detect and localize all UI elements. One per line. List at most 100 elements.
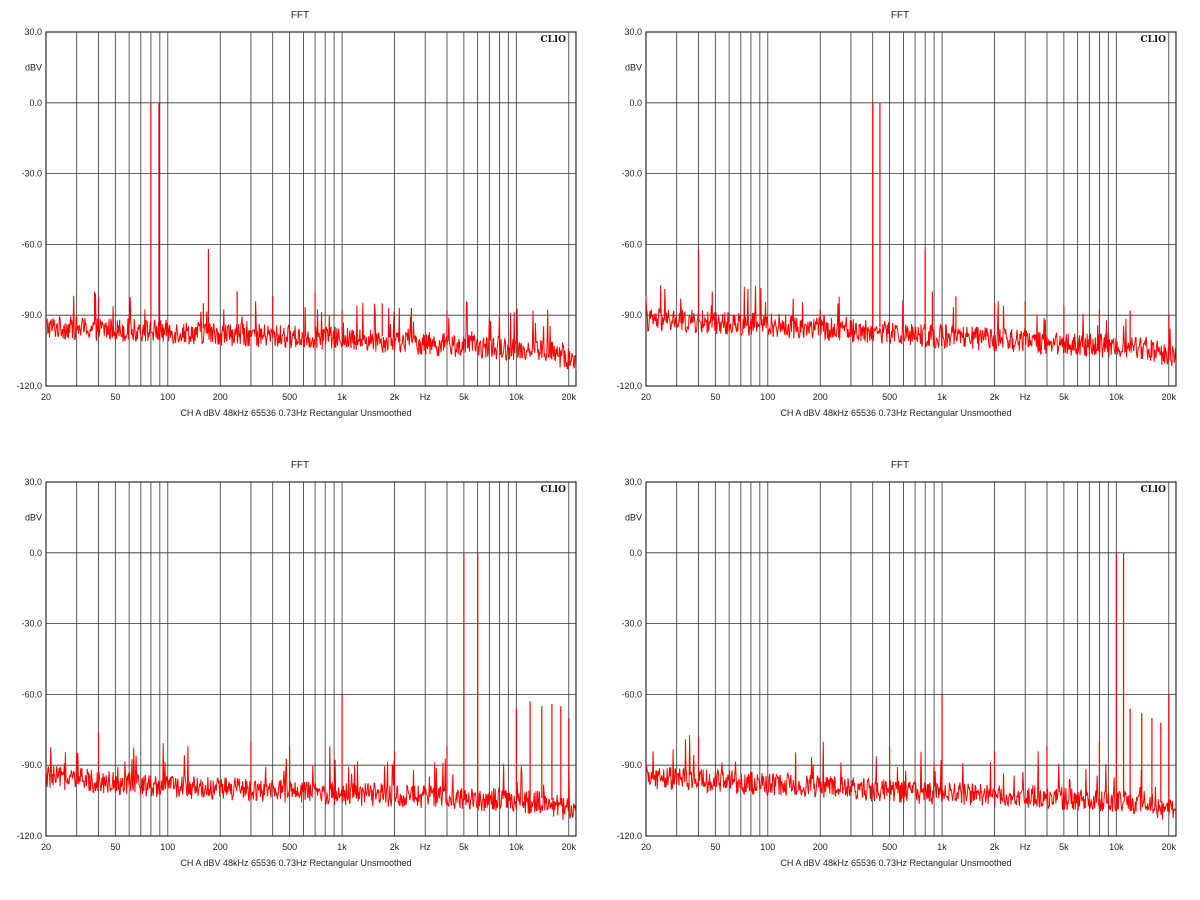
y-tick-label: -30.0 [621, 169, 642, 179]
y-tick-label: -120.0 [616, 381, 642, 391]
x-tick-label: 1k [337, 392, 347, 402]
x-tick-label: 5k [1059, 392, 1069, 402]
chart-settings-footer: CH A dBV 48kHz 65536 0.73Hz Rectangular … [780, 858, 1011, 868]
x-tick-label: 2k [390, 842, 400, 852]
x-tick-label: 1k [337, 842, 347, 852]
fft-chart-top-right: FFT 30.0 0.0 -30.0 -60.0 -90.0 -120.0 dBV 20 50 10… [600, 0, 1200, 450]
y-tick-label: -90.0 [21, 310, 42, 320]
x-tick-label: 20 [41, 392, 51, 402]
x-tick-label: 20k [562, 392, 577, 402]
x-tick-label: 20 [41, 842, 51, 852]
fft-trace-noise [645, 735, 1177, 820]
clio-logo-text: CLIO [540, 485, 566, 495]
x-axis-unit-label: Hz [420, 842, 431, 852]
y-tick-label: -120.0 [16, 831, 42, 841]
y-tick-label: -30.0 [21, 619, 42, 629]
x-tick-label: 10k [509, 392, 524, 402]
fft-chart-svg: FFT 30.0 0.0 -30.0 -60.0 -90.0 -120.0 dBV 20 50 10… [616, 460, 1177, 868]
x-tick-label: 2k [990, 842, 1000, 852]
y-tick-label: 0.0 [629, 98, 642, 108]
chart-title: FFT [891, 460, 909, 471]
x-tick-label: 5k [1059, 842, 1069, 852]
x-tick-label: 2k [990, 392, 1000, 402]
plot-frame [45, 31, 577, 387]
y-tick-label: -60.0 [621, 239, 642, 249]
y-tick-label: 30.0 [624, 27, 642, 37]
x-tick-label: 500 [882, 392, 897, 402]
y-axis-label: dBV [25, 512, 42, 522]
x-tick-label: 50 [110, 842, 120, 852]
clio-logo-text: CLIO [1140, 35, 1166, 45]
x-tick-label: 100 [160, 392, 175, 402]
x-tick-label: 100 [760, 842, 775, 852]
y-tick-label: -90.0 [621, 310, 642, 320]
y-tick-label: -90.0 [21, 760, 42, 770]
y-tick-label: -30.0 [621, 619, 642, 629]
plot-frame [645, 481, 1177, 837]
x-tick-label: 500 [882, 842, 897, 852]
x-axis-unit-label: Hz [420, 392, 431, 402]
x-tick-label: 10k [1109, 392, 1124, 402]
x-tick-label: 20k [1162, 392, 1177, 402]
x-tick-label: 100 [160, 842, 175, 852]
y-tick-label: -120.0 [616, 831, 642, 841]
x-axis-unit-label: Hz [1020, 392, 1031, 402]
y-tick-label: -90.0 [621, 760, 642, 770]
fft-chart-svg: FFT 30.0 0.0 -30.0 -60.0 -90.0 -120.0 dBV 20 50 10… [16, 460, 577, 868]
fft-chart-svg: FFT 30.0 0.0 -30.0 -60.0 -90.0 -120.0 dBV 20 50 10… [16, 10, 577, 418]
x-tick-label: 200 [213, 842, 228, 852]
x-tick-label: 10k [1109, 842, 1124, 852]
y-tick-label: -120.0 [16, 381, 42, 391]
x-tick-label: 100 [760, 392, 775, 402]
chart-title: FFT [891, 10, 909, 21]
plot-frame [45, 481, 577, 837]
chart-settings-footer: CH A dBV 48kHz 65536 0.73Hz Rectangular … [780, 408, 1011, 418]
x-tick-label: 50 [110, 392, 120, 402]
chart-settings-footer: CH A dBV 48kHz 65536 0.73Hz Rectangular … [180, 858, 411, 868]
y-tick-label: 30.0 [24, 477, 42, 487]
x-axis-unit-label: Hz [1020, 842, 1031, 852]
x-tick-label: 5k [459, 392, 469, 402]
x-tick-label: 200 [813, 842, 828, 852]
y-tick-label: -60.0 [21, 239, 42, 249]
x-tick-label: 20 [641, 842, 651, 852]
fft-trace-noise [645, 285, 1177, 366]
y-tick-label: 0.0 [29, 98, 42, 108]
x-tick-label: 10k [509, 842, 524, 852]
fft-chart-bottom-right: FFT 30.0 0.0 -30.0 -60.0 -90.0 -120.0 dBV 20 50 10… [600, 450, 1200, 900]
fft-chart-top-left: FFT 30.0 0.0 -30.0 -60.0 -90.0 -120.0 dBV 20 50 10… [0, 0, 600, 450]
x-tick-label: 50 [710, 392, 720, 402]
fft-chart-bottom-left: FFT 30.0 0.0 -30.0 -60.0 -90.0 -120.0 dBV 20 50 10… [0, 450, 600, 900]
chart-title: FFT [291, 10, 309, 21]
y-tick-label: -60.0 [621, 689, 642, 699]
x-tick-label: 500 [282, 842, 297, 852]
fft-trace-noise [45, 743, 577, 820]
y-tick-label: -30.0 [21, 169, 42, 179]
x-tick-label: 1k [937, 392, 947, 402]
y-tick-label: 0.0 [629, 548, 642, 558]
fft-chart-svg: FFT 30.0 0.0 -30.0 -60.0 -90.0 -120.0 dBV 20 50 10… [616, 10, 1177, 418]
fft-trace-noise [45, 293, 577, 370]
x-tick-label: 20k [1162, 842, 1177, 852]
y-axis-label: dBV [25, 62, 42, 72]
chart-settings-footer: CH A dBV 48kHz 65536 0.73Hz Rectangular … [180, 408, 411, 418]
clio-logo-text: CLIO [540, 35, 566, 45]
plot-frame [645, 31, 1177, 387]
x-tick-label: 20 [641, 392, 651, 402]
x-tick-label: 500 [282, 392, 297, 402]
chart-title: FFT [291, 460, 309, 471]
y-tick-label: -60.0 [21, 689, 42, 699]
x-tick-label: 2k [390, 392, 400, 402]
y-tick-label: 30.0 [24, 27, 42, 37]
x-tick-label: 20k [562, 842, 577, 852]
y-tick-label: 30.0 [624, 477, 642, 487]
y-axis-label: dBV [625, 512, 642, 522]
x-tick-label: 1k [937, 842, 947, 852]
x-tick-label: 50 [710, 842, 720, 852]
x-tick-label: 200 [213, 392, 228, 402]
x-tick-label: 200 [813, 392, 828, 402]
x-tick-label: 5k [459, 842, 469, 852]
clio-logo-text: CLIO [1140, 485, 1166, 495]
y-axis-label: dBV [625, 62, 642, 72]
y-tick-label: 0.0 [29, 548, 42, 558]
